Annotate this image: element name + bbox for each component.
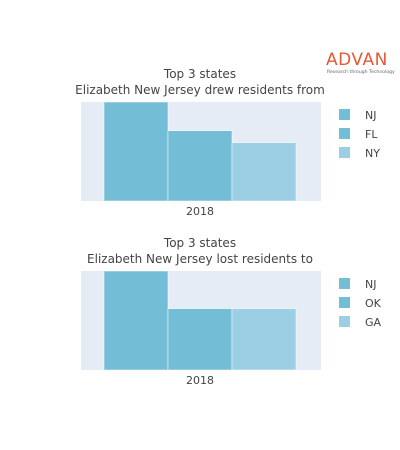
legend-swatch-fl-drew-from xyxy=(339,128,350,139)
legend-swatch-nj-drew-from xyxy=(339,109,350,120)
bar-nj-drew-from xyxy=(103,101,169,202)
chart-drew-from: Top 3 states Elizabeth New Jersey drew re… xyxy=(0,64,400,234)
legend-swatch-ga-lost-to xyxy=(339,316,350,327)
legend-label-fl-drew-from: FL xyxy=(365,128,378,141)
logo-tagline: Research through Technology xyxy=(327,70,395,75)
legend-label-nj-drew-from: NJ xyxy=(365,109,376,122)
bar-nj-lost-to xyxy=(103,270,169,371)
bar-ok-lost-to xyxy=(167,308,233,371)
chart-title-lost-to: Top 3 states xyxy=(163,236,236,250)
chart-svg-lost-to: Top 3 states Elizabeth New Jersey lost re… xyxy=(81,236,382,387)
chart-title-drew-from: Top 3 states xyxy=(163,67,236,81)
x-tick-label-drew-from: 2018 xyxy=(186,205,214,218)
chart-subtitle-lost-to: Elizabeth New Jersey lost residents to xyxy=(87,252,313,266)
chart-lost-to: Top 3 states Elizabeth New Jersey lost re… xyxy=(0,233,400,403)
advan-logo: ADVAN Research through Technology xyxy=(326,50,395,78)
bar-fl-drew-from xyxy=(167,130,233,202)
x-tick-label-lost-to: 2018 xyxy=(186,374,214,387)
legend-swatch-ny-drew-from xyxy=(339,147,350,158)
bar-ny-drew-from xyxy=(231,142,297,202)
logo-brand: ADVAN xyxy=(326,50,388,70)
legend-label-ny-drew-from: NY xyxy=(365,147,380,160)
chart-svg-drew-from: Top 3 states Elizabeth New Jersey drew re… xyxy=(75,67,380,218)
legend-label-nj-lost-to: NJ xyxy=(365,278,376,291)
legend-label-ok-lost-to: OK xyxy=(365,297,382,310)
legend-swatch-ok-lost-to xyxy=(339,297,350,308)
legend-swatch-nj-lost-to xyxy=(339,278,350,289)
legend-label-ga-lost-to: GA xyxy=(365,316,382,329)
bar-ga-lost-to xyxy=(231,308,297,371)
chart-subtitle-drew-from: Elizabeth New Jersey drew residents from xyxy=(75,83,325,97)
